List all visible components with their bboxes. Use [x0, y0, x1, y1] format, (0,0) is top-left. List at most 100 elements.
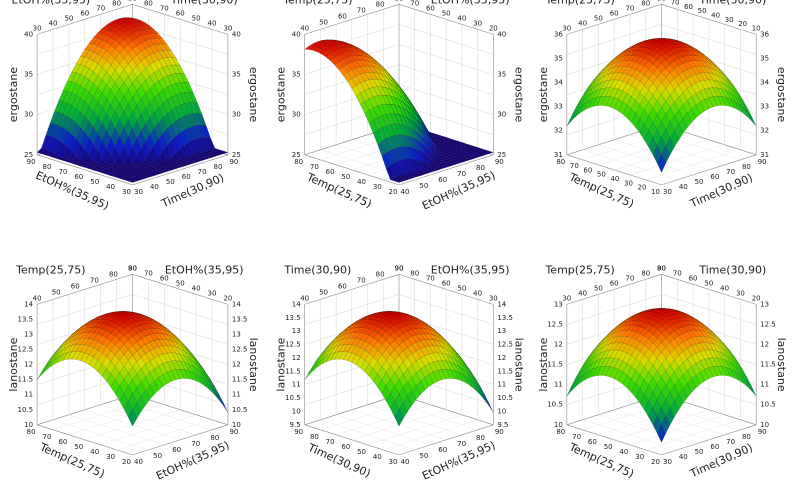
z-tick-label: 11: [232, 391, 241, 399]
top-tick-label: 90: [395, 264, 404, 272]
y-tick-label: 50: [604, 443, 613, 451]
top-tick-label: 30: [473, 19, 482, 27]
y-tick-label: 70: [572, 433, 581, 441]
x-tick-label: 40: [679, 453, 688, 461]
top-tick-label: 80: [657, 264, 666, 272]
top-tick-label: 60: [610, 9, 619, 17]
y-axis-title: Time(30,90): [305, 441, 372, 481]
top-tick-label: 80: [144, 0, 153, 7]
top-tick-label: 50: [319, 18, 328, 26]
top-tick-label: 70: [625, 274, 634, 282]
top-tick-label: 90: [128, 264, 137, 272]
top-tick-label: 50: [704, 279, 713, 287]
z-tick-label: 13.5: [232, 315, 248, 323]
top-tick-label: 90: [657, 0, 666, 2]
z-tick-label: 11.5: [232, 376, 248, 384]
y-tick-label: 40: [610, 175, 619, 183]
y-tick-label: 80: [556, 428, 565, 436]
z-tick-label: 11.5: [497, 367, 513, 375]
x-tick-label: 80: [214, 163, 223, 171]
y-tick-label: 60: [583, 166, 592, 174]
z-axis-title-left: lanostane: [275, 337, 288, 391]
top-tick-label: 80: [128, 264, 137, 272]
y-tick-label: 30: [373, 183, 382, 191]
z-tick-label: 40: [497, 30, 506, 38]
z-tick-label: 25: [24, 151, 33, 159]
z-axis-title-left: lanostane: [7, 337, 20, 391]
top-tick-label: 60: [610, 279, 619, 287]
x-tick-label: 60: [710, 173, 719, 181]
z-tick-label: 33: [554, 103, 563, 111]
x-tick-label: 30: [663, 188, 672, 196]
y-tick-label: 90: [294, 428, 303, 436]
z-tick-label: 35: [24, 71, 33, 79]
x-tick-label: 50: [419, 182, 428, 190]
y-tick-label: 30: [122, 188, 131, 196]
y-tick-label: 70: [58, 168, 67, 176]
surface-plot-2: 40 50 60 70 80 90 20 30 40 50 60 70 80 25 25 30 30 35 35 40…: [268, 0, 530, 215]
top-tick-label: 40: [720, 284, 729, 292]
top-tick-label: 40: [578, 19, 587, 27]
x-tick-label: 50: [153, 452, 162, 460]
z-tick-label: 11: [497, 381, 506, 389]
top-tick-label: 40: [300, 24, 309, 32]
surface-plot-6: 30 40 50 60 70 80 90 20 30 40 50 60 70 80 10 10 10.5 10.5…: [530, 263, 793, 485]
top-axis-title-left: Temp(25,75): [282, 0, 352, 6]
z-tick-label: 32: [760, 127, 769, 135]
x-tick-label: 90: [495, 158, 504, 166]
z-tick-label: 14: [497, 300, 506, 308]
z-tick-label: 31: [760, 151, 769, 159]
top-tick-label: 70: [625, 4, 634, 12]
x-tick-label: 40: [134, 458, 143, 466]
y-tick-label: 60: [588, 438, 597, 446]
x-tick-label: 90: [758, 158, 767, 166]
z-tick-label: 11.5: [285, 367, 301, 375]
top-tick-label: 60: [176, 9, 185, 17]
z-tick-label: 11.5: [18, 376, 34, 384]
top-tick-label: 70: [357, 6, 366, 14]
z-tick-label: 25: [232, 151, 241, 159]
z-axis-title-left: ergostane: [537, 67, 550, 123]
z-tick-label: 12: [24, 361, 33, 369]
y-tick-label: 20: [651, 458, 660, 466]
y-tick-label: 50: [357, 448, 366, 456]
x-tick-label: 80: [476, 164, 485, 172]
y-tick-label: 30: [635, 453, 644, 461]
z-axis-title-right: lanostane: [512, 338, 525, 392]
top-tick-label: 80: [641, 269, 650, 277]
y-tick-label: 40: [106, 183, 115, 191]
x-tick-label: 70: [457, 170, 466, 178]
surface-plot-5: 40 50 60 70 80 90 30 40 50 60 70 80 90 9.5 9.5 10 10 10.5…: [268, 263, 530, 485]
top-tick-label: 60: [338, 12, 347, 20]
z-tick-label: 30: [292, 111, 301, 119]
top-tick-label: 30: [562, 294, 571, 302]
y-tick-label: 50: [74, 443, 83, 451]
z-tick-label: 12: [292, 354, 301, 362]
y-tick-label: 20: [389, 188, 398, 196]
top-axis-title-left: Time(30,90): [283, 263, 351, 276]
y-tick-label: 90: [27, 158, 36, 166]
y-tick-label: 80: [27, 428, 36, 436]
top-tick-label: 30: [33, 24, 42, 32]
top-tick-label: 70: [90, 276, 99, 284]
top-tick-label: 30: [736, 289, 745, 297]
y-axis-title: Temp(25,75): [304, 170, 374, 211]
z-tick-label: 13.5: [18, 315, 34, 323]
top-tick-label: 60: [80, 9, 89, 17]
y-tick-label: 30: [389, 458, 398, 466]
top-tick-label: 90: [395, 0, 404, 2]
z-axis-title-right: lanostane: [247, 338, 260, 392]
z-tick-label: 34: [760, 79, 769, 87]
z-tick-label: 33: [760, 103, 769, 111]
x-tick-label: 70: [198, 168, 207, 176]
x-tick-label: 40: [150, 183, 159, 191]
top-tick-label: 80: [410, 269, 419, 277]
top-tick-label: 20: [752, 294, 761, 302]
top-tick-label: 50: [698, 7, 707, 15]
x-tick-label: 40: [679, 183, 688, 191]
z-tick-label: 34: [554, 79, 563, 87]
response-surface: [566, 38, 757, 173]
